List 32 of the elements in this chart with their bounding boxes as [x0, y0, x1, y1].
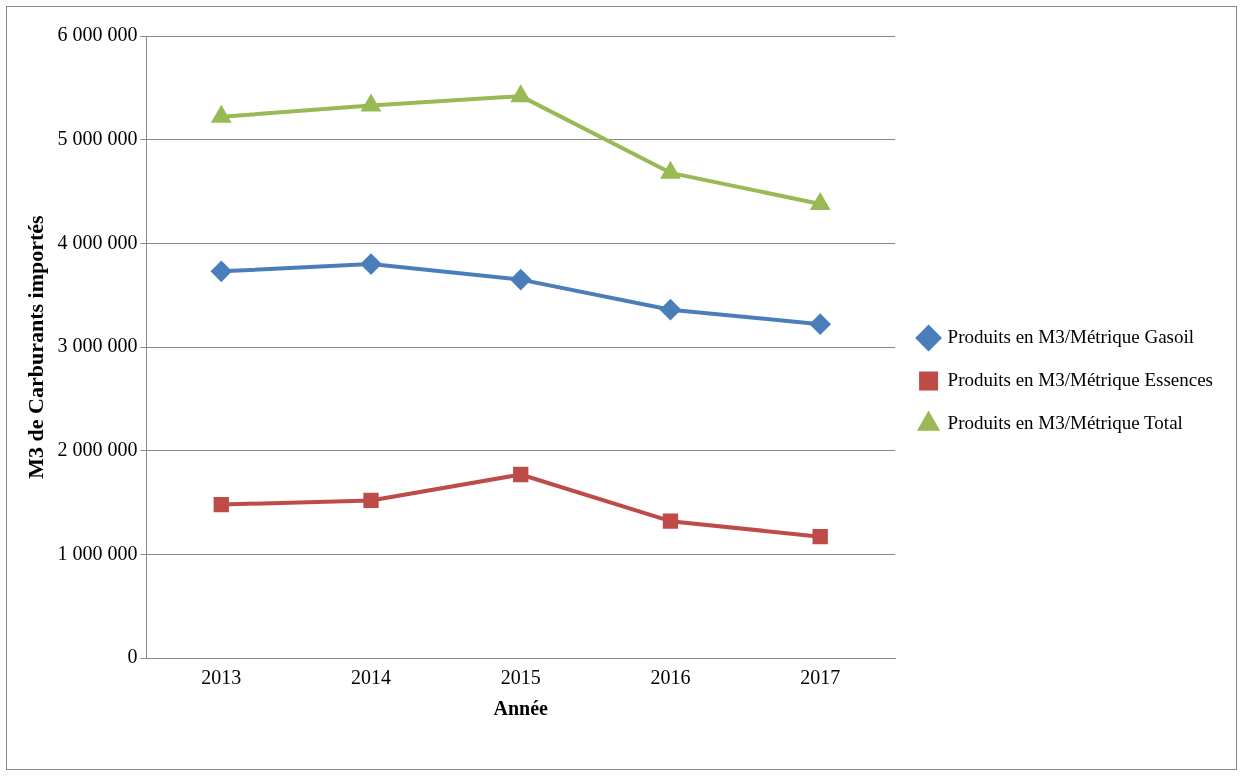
point	[213, 496, 229, 513]
point	[660, 160, 681, 179]
point	[211, 104, 232, 123]
point	[362, 95, 380, 112]
legend-label: Produits en M3/Métrique Total	[947, 411, 1183, 433]
point	[211, 261, 232, 282]
point	[662, 513, 679, 529]
y-tick-label: 1 000 000	[57, 541, 138, 564]
point	[660, 299, 681, 320]
y-tick-label: 6 000 000	[57, 23, 138, 46]
point	[812, 529, 828, 545]
x-axis-title: Année	[493, 697, 549, 720]
point	[513, 466, 529, 483]
x-tick-label: 2015	[500, 666, 541, 689]
x-tick-label: 2014	[351, 666, 391, 689]
point	[811, 193, 830, 210]
point	[363, 492, 379, 509]
point	[511, 86, 530, 103]
y-tick-label: 0	[127, 645, 138, 668]
legend-label: Produits en M3/Métrique Essences	[947, 368, 1213, 390]
x-tick-label: 2013	[201, 666, 242, 689]
point	[810, 314, 831, 335]
y-tick-label: 4 000 000	[57, 230, 138, 253]
y-tick-label: 5 000 000	[57, 126, 138, 149]
y-tick-label: 2 000 000	[57, 437, 138, 460]
legend-label: Produits en M3/Métrique Gasoil	[947, 325, 1195, 347]
point	[510, 269, 531, 290]
point	[361, 254, 381, 275]
x-tick-label: 2016	[650, 666, 691, 689]
y-tick-label: 3 000 000	[57, 334, 138, 357]
y-axis-title: M3 de Carburants importés	[22, 214, 48, 479]
x-tick-label: 2017	[800, 666, 841, 689]
